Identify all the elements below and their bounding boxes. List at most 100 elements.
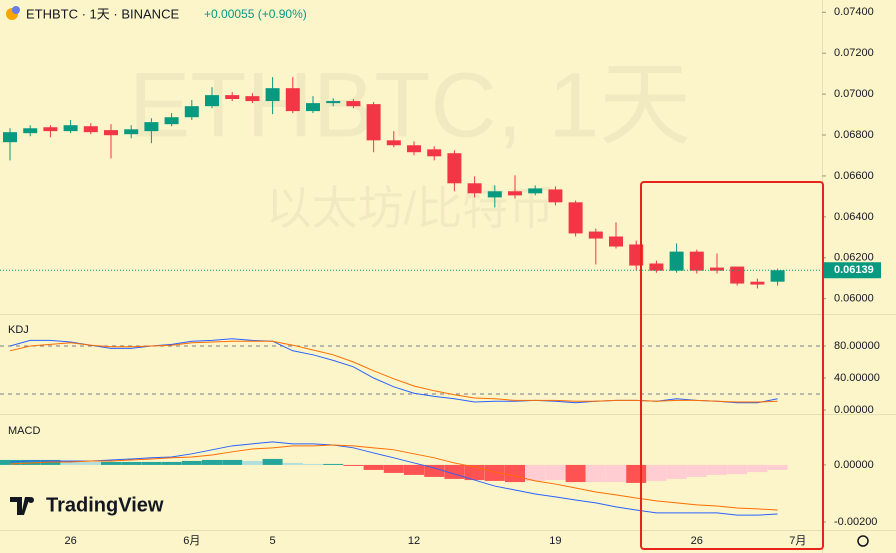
histogram-bar: [727, 464, 748, 475]
candle-body: [730, 266, 745, 284]
histogram-bar: [747, 464, 768, 473]
histogram-bar: [202, 459, 222, 465]
histogram-bar: [404, 464, 424, 475]
price-change: +0.00055 (+0.90%): [204, 7, 307, 21]
histogram-bar: [181, 460, 202, 465]
candle-body: [164, 117, 179, 125]
y-tick-label: 80.00000: [834, 340, 880, 352]
candle-body: [588, 231, 603, 239]
histogram-bar: [60, 460, 81, 465]
candle-body: [3, 132, 17, 143]
x-tick-label: 26: [64, 535, 76, 547]
histogram-bar: [707, 464, 727, 475]
symbol-title: ETHBTC · 1天 · BINANCE: [26, 6, 179, 21]
x-tick-label: 7月: [789, 535, 806, 547]
histogram-bar: [424, 464, 445, 477]
candle-body: [265, 88, 280, 102]
histogram-bar: [767, 464, 788, 470]
candle-body: [63, 125, 78, 132]
y-tick-label: 0.00000: [834, 404, 874, 416]
logo-icon: [10, 497, 30, 515]
histogram-bar: [141, 461, 162, 465]
candle-body: [225, 95, 240, 100]
logo: TradingView: [10, 494, 164, 516]
symbol-icon: [12, 6, 20, 14]
last-price-tag: [823, 262, 881, 279]
x-tick-label: 6月: [183, 535, 200, 547]
histogram-bar: [565, 464, 586, 483]
candle-body: [568, 202, 583, 234]
candle-body: [689, 251, 704, 271]
candle-body: [548, 189, 563, 203]
y-tick-label: 0.06000: [834, 293, 874, 305]
candle-body: [710, 267, 724, 271]
histogram-bar: [323, 463, 344, 465]
histogram-bar: [80, 461, 101, 465]
histogram-bar: [525, 464, 546, 481]
pane-title: KDJ: [8, 324, 29, 336]
series-line: [9, 444, 778, 511]
histogram-bar: [646, 464, 667, 481]
histogram-bar: [686, 464, 707, 477]
highlight-box: [640, 181, 824, 550]
candle-body: [447, 153, 462, 184]
candle-body: [83, 126, 98, 133]
candle-body: [184, 106, 199, 118]
histogram-bar: [121, 461, 142, 465]
candle-body: [104, 130, 118, 136]
y-tick-label: -0.00200: [834, 516, 877, 528]
series-line: [9, 441, 778, 516]
histogram-bar: [505, 464, 525, 483]
candle-body: [326, 101, 341, 104]
brand: TradingView: [46, 494, 164, 516]
histogram-bar: [161, 461, 182, 465]
y-tick-label: 0.06200: [834, 252, 874, 264]
settings-icon[interactable]: [857, 535, 869, 547]
candle-body: [528, 188, 543, 194]
histogram-bar: [545, 464, 566, 481]
y-tick-label: 0.07000: [834, 88, 874, 100]
histogram-bar: [484, 464, 505, 481]
candle-body: [23, 128, 38, 134]
histogram-bar: [303, 463, 323, 465]
y-tick-label: 0.07400: [834, 6, 874, 18]
x-tick-label: 12: [408, 535, 420, 547]
candle-body: [366, 104, 381, 141]
candle-body: [386, 140, 401, 146]
candle-body: [669, 251, 684, 271]
histogram-bar: [242, 460, 263, 465]
y-tick-label: 0.07200: [834, 47, 874, 59]
histogram-bar: [262, 458, 283, 465]
last-price-label: 0.06139: [834, 264, 874, 276]
candle-body: [750, 281, 765, 285]
candle-body: [487, 191, 502, 198]
histogram-bar: [585, 464, 606, 483]
watermark-subtitle: 以太坊/比特币: [266, 182, 555, 234]
pane-title: MACD: [8, 425, 40, 437]
x-tick-label: 5: [270, 535, 276, 547]
histogram-bar: [606, 464, 626, 483]
logo-icon: [28, 497, 34, 503]
candle-body: [467, 183, 482, 194]
histogram-bar: [0, 459, 20, 465]
histogram-bar: [282, 462, 303, 465]
candle-body: [407, 145, 421, 153]
candle-body: [306, 103, 320, 112]
candle-body: [427, 149, 442, 157]
marks: 0.06000 0.06200 0.06400 0.06600 0.06800 0.070…: [0, 6, 881, 547]
candle-body: [245, 96, 260, 102]
candle-body: [346, 101, 361, 107]
candle-body: [609, 236, 623, 247]
x-tick-label: 19: [549, 535, 561, 547]
candle-body: [649, 263, 664, 271]
candle-body: [43, 127, 58, 132]
candle-body: [770, 270, 785, 282]
watermark-title: ETHBTC, 1天: [129, 54, 691, 156]
histogram-bar: [666, 464, 687, 479]
candle-body: [629, 244, 644, 266]
x-tick-label: 26: [691, 535, 703, 547]
histogram-bar: [222, 459, 243, 465]
y-tick-label: 0.06400: [834, 211, 874, 223]
